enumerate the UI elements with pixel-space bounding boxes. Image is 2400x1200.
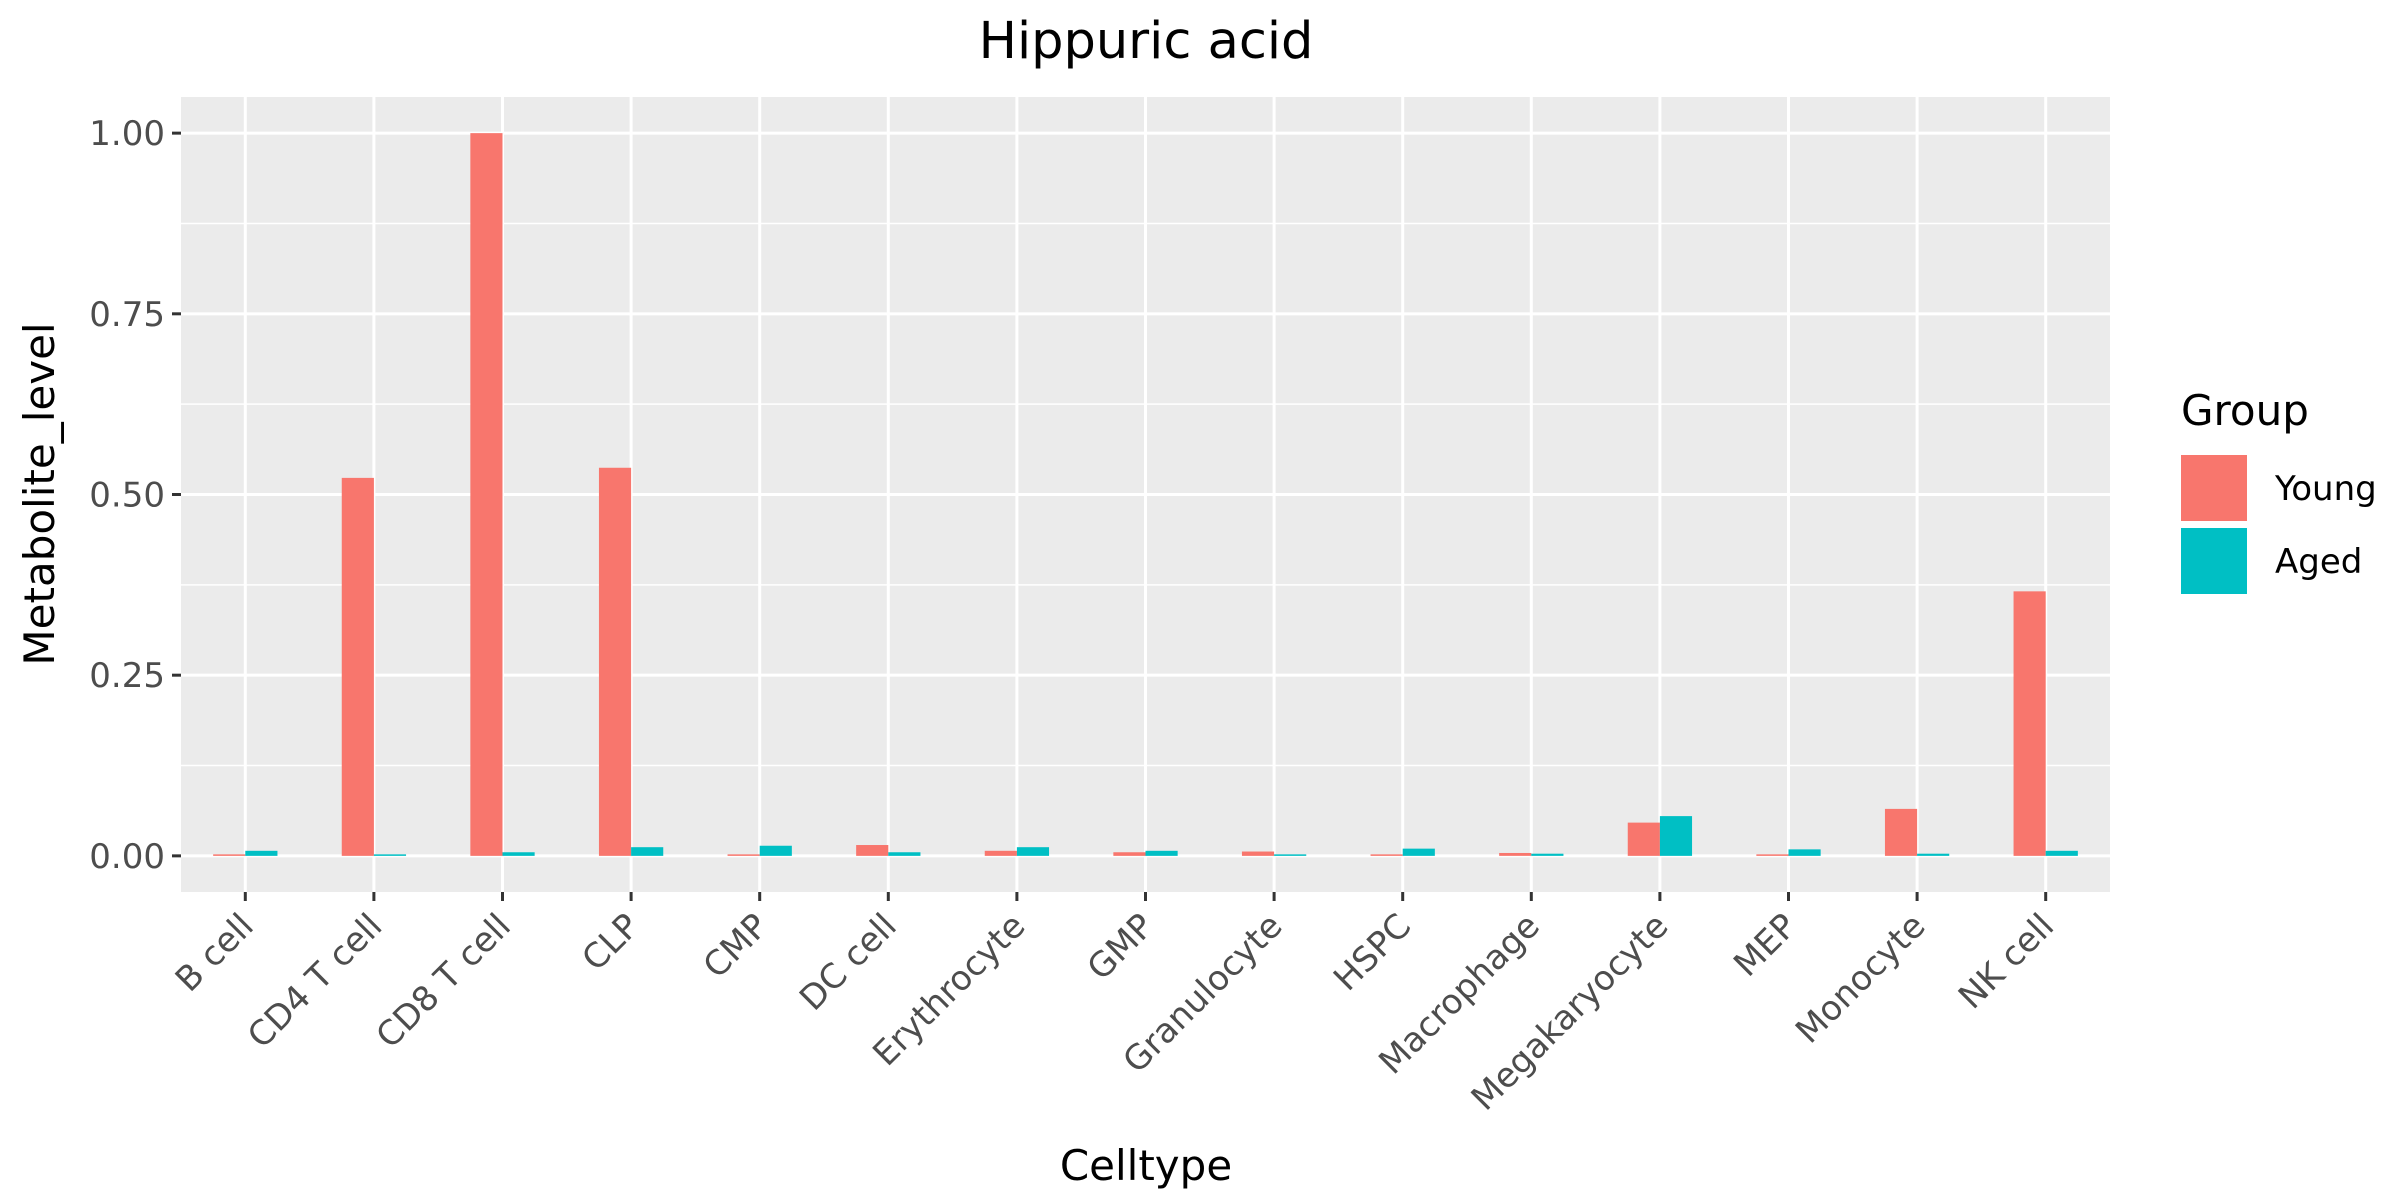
bar-young-cd8-t-cell xyxy=(470,133,503,856)
chart-title: Hippuric acid xyxy=(979,12,1314,71)
x-tick-label: CD4 T cell xyxy=(240,906,390,1056)
bar-aged-cd4-t-cell xyxy=(373,854,407,856)
bar-aged-mep xyxy=(1788,849,1821,856)
y-tick-label: 0.75 xyxy=(89,295,165,335)
x-tick-label: CD8 T cell xyxy=(369,906,519,1056)
x-tick-label: DC cell xyxy=(792,906,905,1019)
bar-young-macrophage xyxy=(1499,852,1532,856)
legend-label-aged: Aged xyxy=(2275,542,2362,582)
y-tick-label: 0.00 xyxy=(89,837,165,877)
bar-young-mep xyxy=(1756,854,1789,856)
bar-aged-gmp xyxy=(1145,850,1178,856)
legend: Group Young Aged xyxy=(2181,386,2377,594)
x-tick-label: CLP xyxy=(574,906,647,979)
bar-young-b-cell xyxy=(213,854,246,856)
bar-aged-dc-cell xyxy=(888,852,921,856)
bar-young-megakaryocyte xyxy=(1627,822,1660,856)
bar-young-gmp xyxy=(1113,852,1146,856)
y-axis-title: Metabolite_level xyxy=(15,322,64,665)
bar-young-granulocyte xyxy=(1241,851,1275,856)
bar-young-dc-cell xyxy=(856,845,889,856)
x-tick-label: HSPC xyxy=(1326,906,1419,999)
bars xyxy=(213,133,2078,856)
bar-aged-hspc xyxy=(1402,848,1435,856)
bar-aged-nk-cell xyxy=(2045,850,2078,856)
legend-key-aged xyxy=(2181,528,2247,594)
bar-aged-monocyte xyxy=(1917,853,1950,856)
x-tick-label: B cell xyxy=(168,906,262,1000)
legend-key-young xyxy=(2181,455,2247,521)
bar-aged-erythrocyte xyxy=(1016,847,1050,856)
y-tick-label: 0.25 xyxy=(89,656,165,696)
legend-title: Group xyxy=(2181,386,2309,435)
x-tick-label: CMP xyxy=(696,906,776,986)
bar-aged-cd8-t-cell xyxy=(502,852,535,856)
x-tick-label: GMP xyxy=(1080,906,1162,988)
bar-young-nk-cell xyxy=(2013,591,2046,856)
bar-young-cd4-t-cell xyxy=(341,477,374,856)
bar-aged-macrophage xyxy=(1531,853,1564,856)
bar-aged-b-cell xyxy=(245,850,278,856)
x-tick-label: NK cell xyxy=(1951,906,2062,1017)
legend-label-young: Young xyxy=(2274,469,2377,509)
bar-young-erythrocyte xyxy=(984,850,1017,856)
y-tick-label: 0.50 xyxy=(89,476,165,516)
bar-young-monocyte xyxy=(1884,808,1918,856)
y-tick-label: 1.00 xyxy=(89,114,165,154)
bar-aged-cmp xyxy=(759,845,792,856)
bar-young-hspc xyxy=(1370,854,1403,856)
bar-aged-clp xyxy=(631,847,664,856)
bar-young-cmp xyxy=(727,854,760,856)
x-tick-label: MEP xyxy=(1726,906,1805,985)
bar-young-clp xyxy=(598,467,632,856)
x-axis-title: Celltype xyxy=(1060,1141,1232,1190)
bar-aged-megakaryocyte xyxy=(1659,816,1693,856)
x-tick-label: Monocyte xyxy=(1788,906,1933,1051)
bar-aged-granulocyte xyxy=(1274,854,1307,856)
